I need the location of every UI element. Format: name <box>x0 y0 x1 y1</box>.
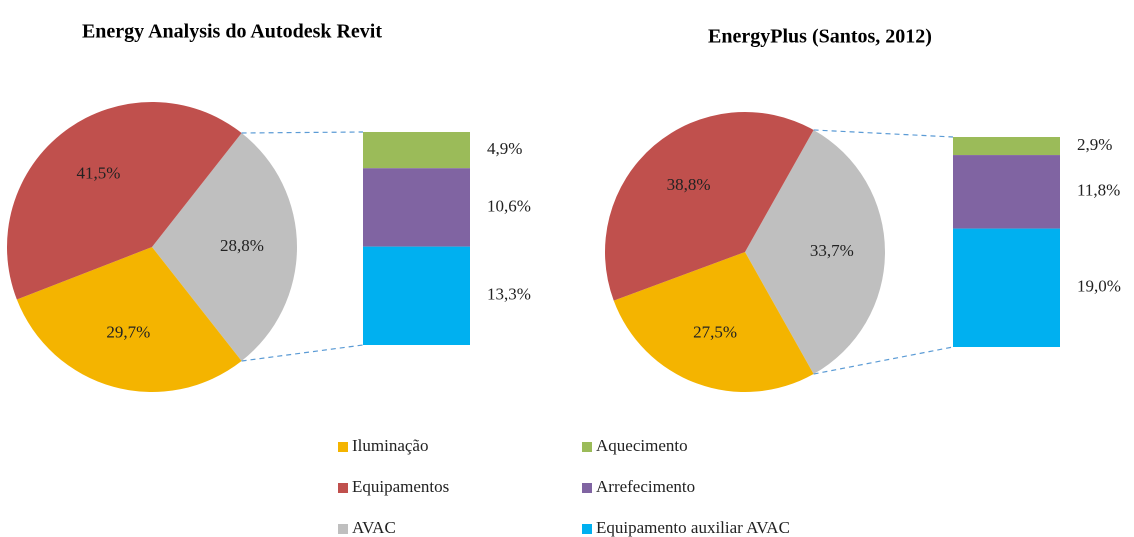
pie-slice <box>152 132 297 362</box>
breakdown-bar <box>953 155 1060 229</box>
chart-title: Energy Analysis do Autodesk Revit <box>82 21 382 43</box>
legend-swatch <box>338 442 348 452</box>
connector <box>241 344 364 362</box>
breakdown-bar <box>953 228 1060 347</box>
pie-slice <box>745 129 885 375</box>
connector <box>813 346 954 375</box>
legend-label: Equipamento auxiliar AVAC <box>596 518 790 537</box>
breakdown-label: 11,8% <box>1077 181 1120 200</box>
breakdown-label: 10,6% <box>487 196 531 215</box>
legend-swatch <box>338 483 348 493</box>
breakdown-label: 13,3% <box>487 285 531 304</box>
pie-slice <box>6 101 242 300</box>
slice-label: 38,8% <box>667 175 711 194</box>
slice-label: 27,5% <box>693 322 737 341</box>
slice-label: 33,7% <box>810 241 854 260</box>
breakdown-label: 19,0% <box>1077 277 1121 296</box>
breakdown-bar <box>363 168 470 247</box>
legend-label: Iluminação <box>352 436 428 455</box>
breakdown-label: 4,9% <box>487 139 522 158</box>
breakdown-label: 2,9% <box>1077 135 1112 154</box>
legend-label: Equipamentos <box>352 477 449 496</box>
breakdown-bar <box>953 137 1060 156</box>
breakdown-bar <box>363 246 470 345</box>
legend-swatch <box>582 483 592 493</box>
legend-label: Aquecimento <box>596 436 688 455</box>
slice-label: 29,7% <box>106 323 150 342</box>
legend-swatch <box>338 524 348 534</box>
breakdown-bar <box>363 132 470 169</box>
slice-label: 41,5% <box>77 164 121 183</box>
pie-slice <box>613 252 814 392</box>
legend-swatch <box>582 442 592 452</box>
legend-label: AVAC <box>352 518 396 537</box>
pie-slice <box>605 111 814 301</box>
connector <box>813 129 954 138</box>
pie-slice <box>16 247 242 392</box>
connector <box>241 131 364 134</box>
slice-label: 28,8% <box>220 236 264 255</box>
legend-swatch <box>582 524 592 534</box>
chart-title: EnergyPlus (Santos, 2012) <box>708 26 932 48</box>
legend-label: Arrefecimento <box>596 477 695 496</box>
